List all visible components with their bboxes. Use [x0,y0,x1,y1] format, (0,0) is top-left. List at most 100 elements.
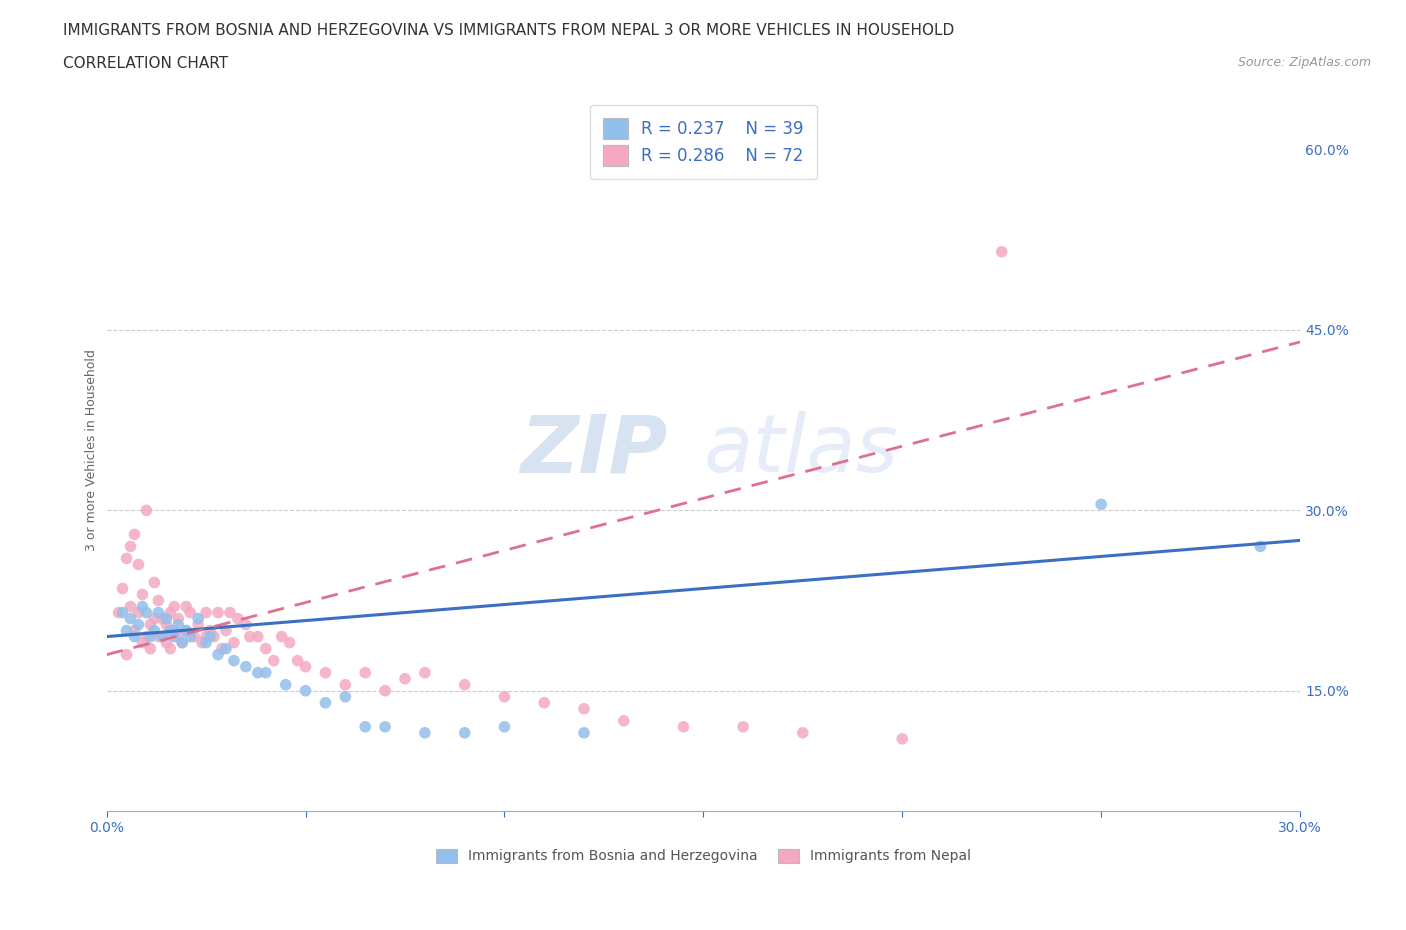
Point [163,623,186,638]
Point [139,618,162,632]
Point [335,677,357,692]
Point [115,551,138,565]
Point [202,630,225,644]
Point [127,557,149,572]
Point [135,630,157,644]
Point [187,611,209,626]
Point [270,630,292,644]
Point [413,725,436,740]
Point [314,696,336,711]
Point [354,665,377,680]
Point [294,684,316,698]
Point [287,653,309,668]
Point [159,641,181,656]
Point [572,701,595,716]
Point [294,659,316,674]
Point [891,731,914,746]
Point [572,725,595,740]
Point [148,605,170,620]
Point [263,653,285,668]
Point [143,611,166,626]
Point [215,623,238,638]
Point [274,677,297,692]
Y-axis label: 3 or more Vehicles in Household: 3 or more Vehicles in Household [86,350,98,551]
Point [124,527,146,542]
Point [191,635,214,650]
Point [115,623,138,638]
Point [222,653,245,668]
Point [195,605,218,620]
Point [990,245,1012,259]
Point [246,630,269,644]
Point [131,599,153,614]
Legend: Immigrants from Bosnia and Herzegovina, Immigrants from Nepal: Immigrants from Bosnia and Herzegovina, … [430,844,977,869]
Point [167,618,190,632]
Point [111,581,134,596]
Point [374,684,396,698]
Point [195,630,218,644]
Point [453,725,475,740]
Point [124,623,146,638]
Point [187,618,209,632]
Point [155,635,177,650]
Point [163,599,186,614]
Point [254,641,277,656]
Point [211,641,233,656]
Point [115,647,138,662]
Point [207,647,229,662]
Point [131,635,153,650]
Point [127,605,149,620]
Point [120,539,142,554]
Point [143,575,166,590]
Point [374,720,396,735]
Point [235,618,257,632]
Point [413,665,436,680]
Point [135,605,157,620]
Point [198,630,221,644]
Point [172,635,194,650]
Point [314,665,336,680]
Point [226,611,249,626]
Point [148,593,170,608]
Point [159,623,181,638]
Point [246,665,269,680]
Point [219,605,242,620]
Point [131,587,153,602]
Point [354,720,377,735]
Point [453,677,475,692]
Point [148,630,170,644]
Point [792,725,814,740]
Point [394,671,416,686]
Point [494,720,516,735]
Text: Source: ZipAtlas.com: Source: ZipAtlas.com [1237,56,1371,69]
Point [672,720,695,735]
Point [135,503,157,518]
Text: ZIP: ZIP [520,411,668,489]
Point [494,689,516,704]
Point [143,623,166,638]
Point [215,641,238,656]
Point [159,605,181,620]
Point [733,720,755,735]
Point [127,618,149,632]
Point [222,635,245,650]
Point [613,713,636,728]
Point [198,623,221,638]
Point [195,635,218,650]
Point [167,611,190,626]
Point [150,611,173,626]
Point [183,630,205,644]
Point [150,630,173,644]
Point [174,599,197,614]
Point [139,641,162,656]
Point [139,630,162,644]
Point [239,630,262,644]
Point [533,696,555,711]
Point [172,635,194,650]
Text: CORRELATION CHART: CORRELATION CHART [63,56,228,71]
Point [174,623,197,638]
Point [335,689,357,704]
Point [179,605,201,620]
Point [163,630,186,644]
Point [155,611,177,626]
